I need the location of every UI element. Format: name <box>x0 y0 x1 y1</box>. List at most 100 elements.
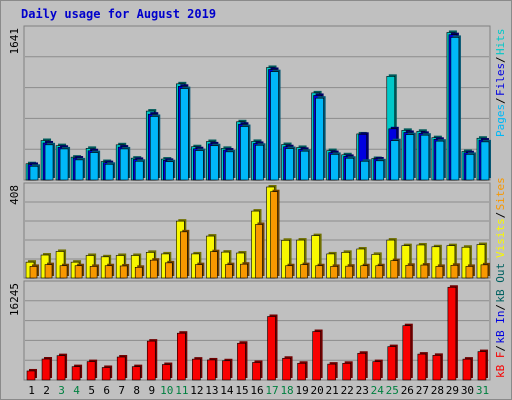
legend-sites: Sites <box>494 177 507 210</box>
legend-visits: Visits <box>494 218 507 258</box>
pages-bar <box>420 134 430 181</box>
kbf-bar <box>417 353 427 381</box>
sites-bar <box>300 264 308 279</box>
kbf-bar <box>357 352 367 381</box>
kbf-bar <box>207 359 216 381</box>
pages-bar <box>119 148 129 181</box>
kbf-bar <box>116 356 126 381</box>
pages-bar <box>315 97 324 181</box>
sites-bar <box>390 260 399 279</box>
sites-bar <box>149 259 158 279</box>
legend-kb-f: kB F <box>494 352 507 379</box>
kbf-bar <box>252 362 261 381</box>
x-tick-label: 26 <box>401 384 414 397</box>
pages-bar <box>480 141 490 181</box>
sites-bar <box>405 264 414 279</box>
pages-bar <box>345 157 354 181</box>
pages-bar <box>285 148 294 181</box>
kbf-bar <box>71 366 81 381</box>
sites-bar <box>104 265 113 279</box>
pages-bar <box>29 165 39 181</box>
pages-bar <box>300 150 309 181</box>
x-tick-label: 9 <box>148 384 155 397</box>
panel-0-ymax-label: 1641 <box>8 28 21 55</box>
kbf-bar <box>161 364 171 381</box>
x-tick-label: 16 <box>250 384 263 397</box>
x-tick-label: 2 <box>43 384 50 397</box>
legend-kb-out: kB Out <box>494 263 507 303</box>
pages-bar <box>89 152 99 181</box>
pages-bar <box>149 116 159 181</box>
pages-bar <box>134 160 144 181</box>
x-tick-label: 28 <box>431 384 444 397</box>
x-tick-label: 15 <box>235 384 248 397</box>
kbf-bar <box>237 342 246 381</box>
pages-bar <box>195 150 204 181</box>
sites-bar <box>465 266 474 279</box>
pages-bar <box>375 160 385 181</box>
pages-bar <box>44 144 54 181</box>
kbf-bar <box>477 351 487 381</box>
legend-files: Files <box>494 63 507 96</box>
sites-bar <box>345 265 353 279</box>
pages-bar <box>180 88 189 181</box>
kbf-bar <box>222 360 231 381</box>
kbf-bar <box>387 346 397 381</box>
x-tick-label: 21 <box>326 384 339 397</box>
sites-bar <box>59 265 68 279</box>
x-tick-label: 18 <box>280 384 293 397</box>
kbf-bar <box>56 355 66 381</box>
pages-bar <box>164 161 174 181</box>
pages-bar <box>465 154 475 181</box>
pages-bar <box>225 151 234 181</box>
legend-pages: Pages <box>494 104 507 137</box>
sites-bar <box>210 251 218 279</box>
kbf-bar <box>41 358 51 381</box>
sites-bar <box>164 262 173 279</box>
legend-separator: / <box>494 345 507 352</box>
kbf-bar <box>327 363 336 381</box>
pages-bar <box>360 160 370 181</box>
legend-hits: Hits <box>494 29 507 56</box>
x-tick-label: 7 <box>118 384 125 397</box>
sites-bar <box>195 264 203 279</box>
x-tick-label: 6 <box>103 384 110 397</box>
sites-bar <box>134 266 143 279</box>
x-tick-label: 4 <box>73 384 80 397</box>
kbf-bar <box>462 358 472 381</box>
kbf-bar <box>402 325 412 381</box>
x-tick-label: 8 <box>133 384 140 397</box>
kbf-bar <box>372 361 382 381</box>
x-tick-label: 30 <box>461 384 474 397</box>
kbf-bar <box>192 358 201 381</box>
kbf-bar <box>432 355 442 381</box>
x-tick-label: 19 <box>295 384 308 397</box>
kbf-bar <box>101 367 111 381</box>
legend-separator: / <box>494 304 507 311</box>
sites-bar <box>225 264 233 279</box>
sites-bar <box>255 224 263 279</box>
x-tick-label: 11 <box>175 384 188 397</box>
kbf-bar <box>342 363 351 381</box>
x-tick-label: 31 <box>476 384 489 397</box>
x-tick-label: 29 <box>446 384 459 397</box>
pages-bar <box>450 37 460 181</box>
sites-bar <box>420 264 429 279</box>
sites-bar <box>375 265 384 279</box>
pages-bar <box>210 145 219 181</box>
legend-kb-in: kB In <box>494 310 507 343</box>
kbf-bar <box>86 361 96 381</box>
sites-bar <box>450 264 459 279</box>
kbf-bar <box>267 316 276 381</box>
x-tick-label: 3 <box>58 384 65 397</box>
sites-bar <box>180 231 188 279</box>
x-tick-label: 14 <box>220 384 234 397</box>
pages-bar <box>405 134 415 181</box>
x-tick-label: 10 <box>160 384 173 397</box>
pages-bar <box>435 140 445 181</box>
sites-bar <box>270 191 278 279</box>
chart-title: Daily usage for August 2019 <box>21 7 217 21</box>
x-tick-label: 1 <box>28 384 35 397</box>
panel-1-ymax-label: 408 <box>8 185 21 205</box>
